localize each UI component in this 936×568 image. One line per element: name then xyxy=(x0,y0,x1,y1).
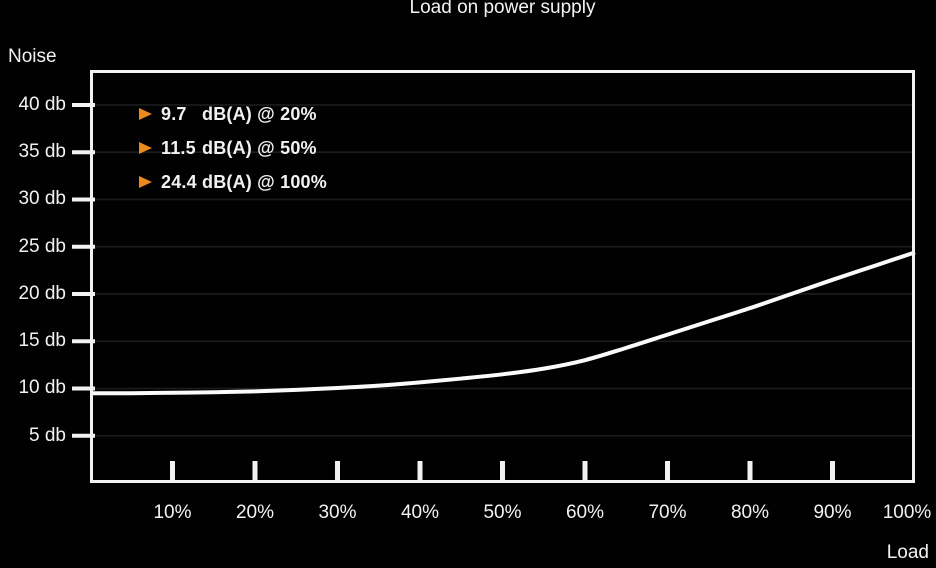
y-axis-title: Noise xyxy=(8,46,57,67)
legend-value: 24.4 xyxy=(161,171,197,192)
chart-title: Load on power supply xyxy=(409,0,596,18)
x-tick-label: 10% xyxy=(153,502,192,523)
legend-item: 9.7 dB(A) @ 20% xyxy=(139,104,327,124)
x-tick-label: 80% xyxy=(730,502,770,523)
y-tick-label: 25 db xyxy=(18,235,66,257)
legend-label: dB(A) @ 20% xyxy=(202,103,317,124)
x-axis-title: Load xyxy=(886,542,929,563)
legend-item: 24.4 dB(A) @ 100% xyxy=(139,172,327,192)
x-tick-label: 20% xyxy=(235,502,275,523)
x-tick-label: 100% xyxy=(882,502,932,523)
x-tick-label: 60% xyxy=(565,502,605,523)
legend: 9.7 dB(A) @ 20% 11.5 dB(A) @ 50% 24.4 dB(A) @… xyxy=(139,104,327,206)
legend-value: 11.5 xyxy=(161,137,196,158)
noise-curve xyxy=(89,250,916,396)
plot-area xyxy=(72,70,916,483)
x-tick-label: 40% xyxy=(400,502,440,523)
arrow-right-icon xyxy=(139,176,152,188)
arrow-right-icon xyxy=(139,142,152,154)
y-tick-label: 20 db xyxy=(18,282,66,304)
legend-label: dB(A) @ 100% xyxy=(202,171,327,192)
x-tick-label: 90% xyxy=(813,502,852,523)
plot-border xyxy=(90,70,915,483)
arrow-right-icon xyxy=(139,108,152,120)
y-tick-label: 15 db xyxy=(18,330,66,352)
x-tick-label: 70% xyxy=(648,502,687,523)
legend-value: 9.7 xyxy=(161,103,187,124)
y-tick-label: 30 db xyxy=(18,188,66,210)
y-tick-label: 35 db xyxy=(18,141,66,163)
y-tick-label: 10 db xyxy=(18,377,66,399)
y-tick-label: 40 db xyxy=(18,93,66,115)
x-tick-label: 30% xyxy=(318,502,357,523)
x-tick-label: 50% xyxy=(483,502,522,523)
legend-item: 11.5 dB(A) @ 50% xyxy=(139,138,327,158)
legend-label: dB(A) @ 50% xyxy=(202,137,317,158)
y-tick-label: 5 db xyxy=(29,424,66,446)
